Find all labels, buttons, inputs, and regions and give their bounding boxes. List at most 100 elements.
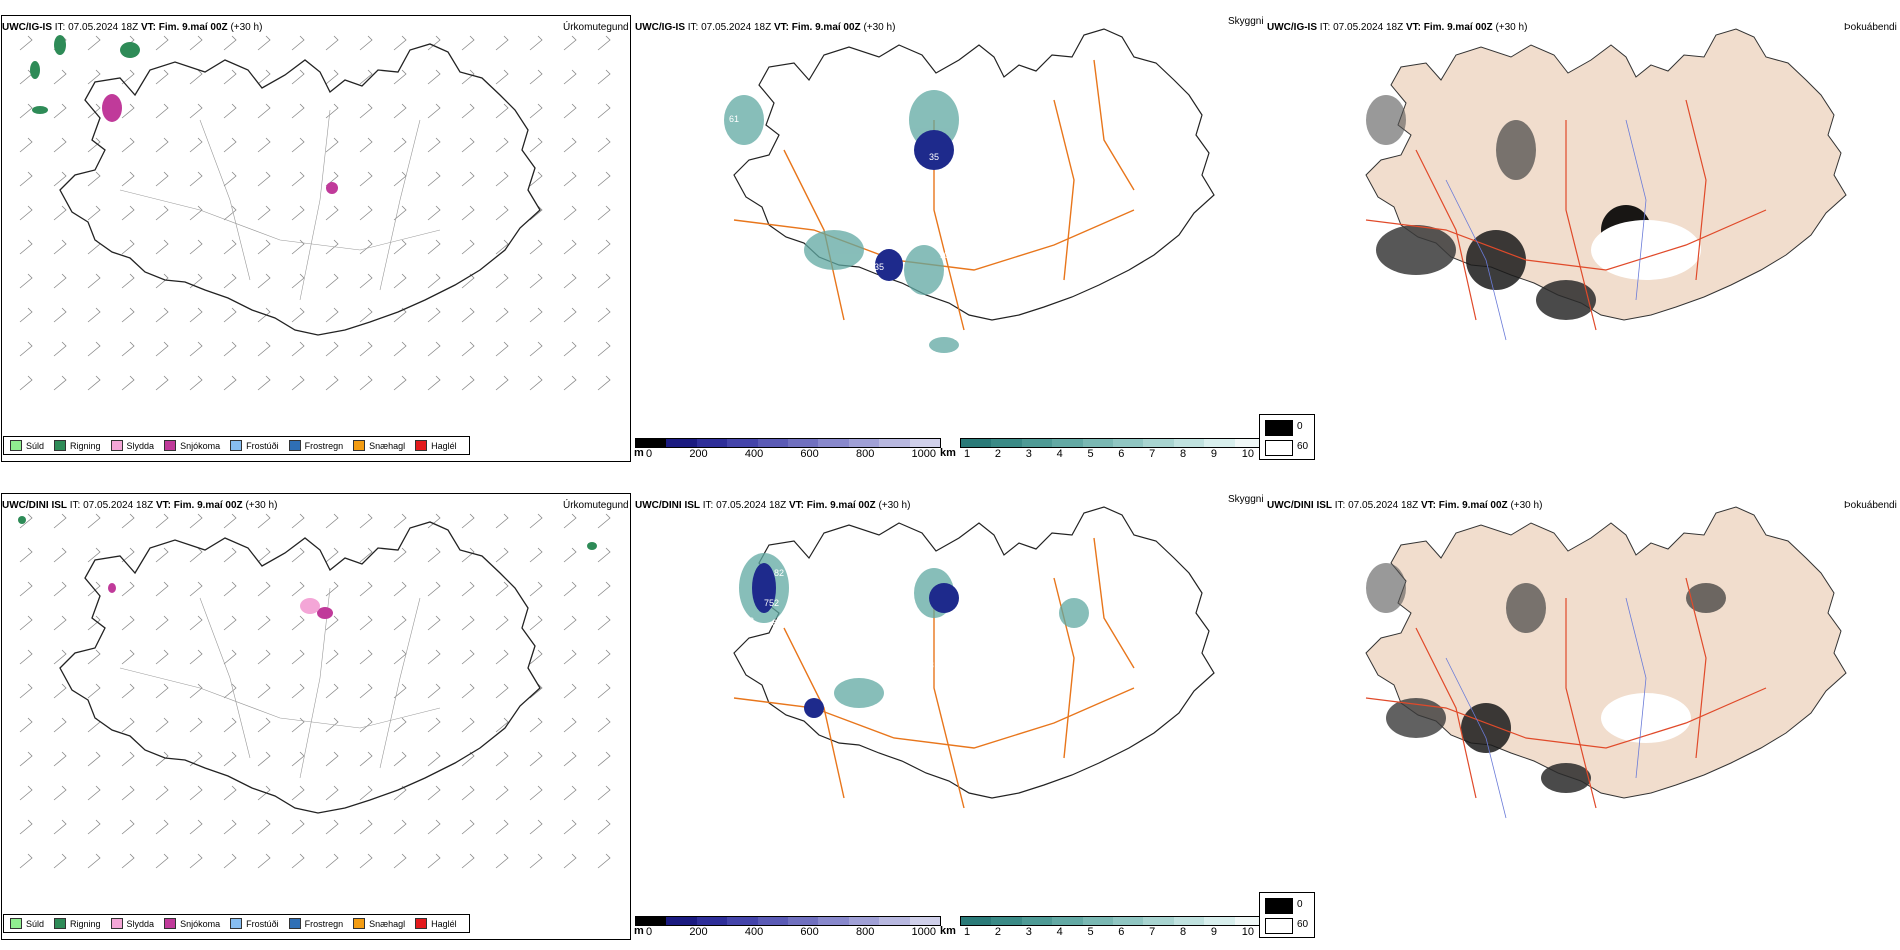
wind-barb (597, 171, 611, 187)
wind-barb (597, 581, 611, 597)
wind-barb (325, 785, 339, 801)
wind-barbs (19, 35, 611, 391)
iceland-outline (733, 28, 1215, 321)
wind-barb (495, 375, 509, 391)
wind-barb (325, 69, 339, 85)
fog-swatch-0 (1265, 898, 1293, 914)
wind-barb (563, 341, 577, 357)
wind-barb (87, 615, 101, 631)
wind-barb (529, 649, 543, 665)
wind-barb (427, 717, 441, 733)
wind-barb (461, 103, 475, 119)
wind-barb (189, 341, 203, 357)
precip-snow (108, 583, 333, 619)
visibility-unit: km (940, 447, 956, 459)
wind-barb (359, 205, 373, 221)
fog-panel: UWC/DINI ISL IT: 07.05.2024 18Z VT: Fim.… (1259, 478, 1900, 950)
wind-barb (393, 239, 407, 255)
wind-barb (53, 137, 67, 153)
wind-barb (529, 615, 543, 631)
wind-barb (461, 341, 475, 357)
cloud-label: 81 (772, 618, 782, 628)
wind-barb (529, 819, 543, 835)
wind-barb (257, 239, 271, 255)
fog-swatch-0 (1265, 420, 1293, 436)
wind-barb (19, 581, 33, 597)
cloud-label: 11 (954, 332, 963, 342)
wind-barb (563, 35, 577, 51)
cloud-vis-panel: 82 752 81 23 150 91 153 118 51 11 UWC/DI… (634, 478, 1266, 950)
wind-barb (53, 683, 67, 699)
cloud-label: 752 (764, 598, 779, 608)
wind-barb (257, 307, 271, 323)
wind-barb (53, 853, 67, 869)
cloud-unit: m (634, 447, 644, 459)
wind-barb (393, 273, 407, 289)
wind-barb (563, 751, 577, 767)
legend-item-rain: Rigning (54, 440, 101, 451)
wind-barb (155, 649, 169, 665)
wind-barb (393, 581, 407, 597)
cloud-base-areas (752, 563, 959, 718)
wind-barb (223, 683, 237, 699)
wind-barb (563, 513, 577, 529)
wind-barb (53, 649, 67, 665)
wind-barb (495, 547, 509, 563)
fog-title: Þokuábendi (1844, 22, 1897, 33)
wind-barb (257, 205, 271, 221)
wind-barb (257, 683, 271, 699)
wind-barb (563, 205, 577, 221)
wind-barb (563, 547, 577, 563)
wind-barb (427, 341, 441, 357)
wind-barb (189, 785, 203, 801)
roads (1365, 577, 1767, 809)
wind-barb (359, 341, 373, 357)
wind-barb (189, 683, 203, 699)
wind-barb (257, 35, 271, 51)
wind-barb (597, 785, 611, 801)
panel-header: UWC/DINI ISL IT: 07.05.2024 18Z VT: Fim.… (1267, 500, 1543, 511)
wind-barb (121, 683, 135, 699)
iceland-outline (1365, 28, 1847, 321)
wind-barb (189, 375, 203, 391)
wind-barb (325, 239, 339, 255)
cloud-ticks: 0 200 400 600 800 1000 (646, 926, 936, 938)
wind-barb (359, 273, 373, 289)
wind-barb (325, 375, 339, 391)
wind-barb (19, 375, 33, 391)
wind-barb (257, 853, 271, 869)
wind-barb (223, 853, 237, 869)
wind-barb (155, 69, 169, 85)
wind-barb (495, 581, 509, 597)
wind-barb (53, 273, 67, 289)
wind-barb (291, 205, 305, 221)
wind-barb (121, 137, 135, 153)
wind-barb (393, 547, 407, 563)
wind-barb (223, 69, 237, 85)
wind-barb (563, 649, 577, 665)
wind-barb (495, 69, 509, 85)
wind-barb (359, 103, 373, 119)
wind-barb (427, 853, 441, 869)
wind-barb (393, 683, 407, 699)
wind-barb (121, 785, 135, 801)
visibility-colorbar (960, 916, 1266, 926)
wind-barb (291, 171, 305, 187)
wind-barb (393, 205, 407, 221)
wind-barb (189, 35, 203, 51)
cloud-label: 23 (744, 616, 754, 626)
wind-barb (359, 513, 373, 529)
wind-barb (495, 853, 509, 869)
wind-barb (427, 649, 441, 665)
wind-barb (53, 375, 67, 391)
wind-barb (563, 853, 577, 869)
wind-barb (53, 513, 67, 529)
wind-barb (495, 205, 509, 221)
wind-barb (53, 751, 67, 767)
legend-item-frz-drizzle: Frostúði (230, 440, 279, 451)
wind-barb (121, 205, 135, 221)
wind-barb (359, 683, 373, 699)
wind-barb (359, 375, 373, 391)
wind-barb (529, 171, 543, 187)
cloud-label: 70 (939, 250, 949, 260)
